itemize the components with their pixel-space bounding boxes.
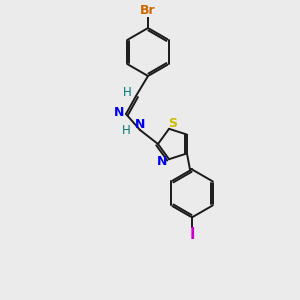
Text: S: S [169, 117, 178, 130]
Text: Br: Br [140, 4, 156, 17]
Text: H: H [122, 124, 130, 136]
Text: N: N [114, 106, 124, 118]
Text: N: N [157, 155, 167, 168]
Text: N: N [135, 118, 145, 131]
Text: H: H [123, 86, 131, 100]
Text: I: I [189, 227, 195, 242]
